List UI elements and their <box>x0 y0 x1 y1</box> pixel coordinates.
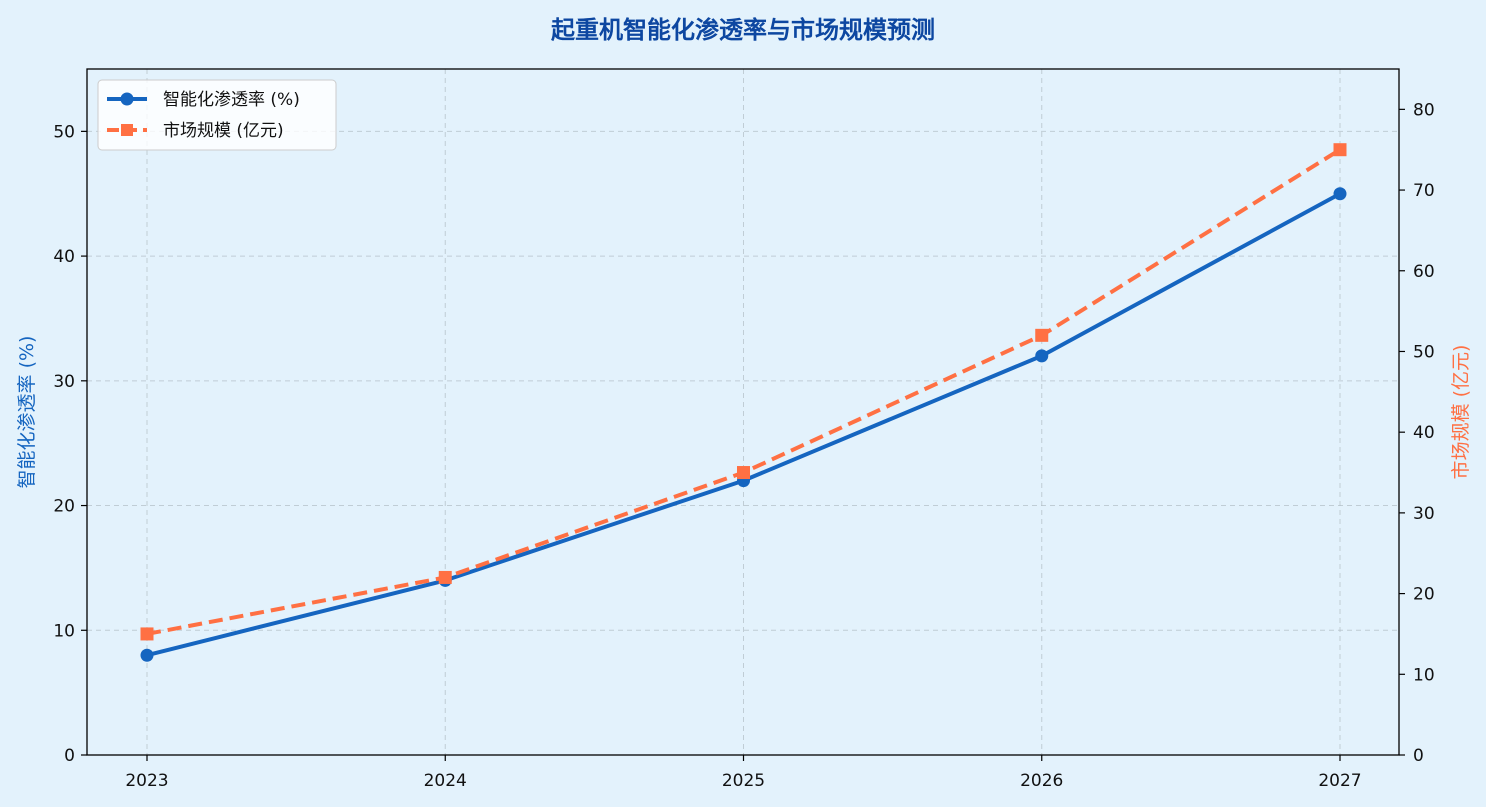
y-right-tick-label: 30 <box>1413 504 1435 524</box>
series-marker-0 <box>1333 187 1347 201</box>
y-right-tick-label: 0 <box>1413 746 1424 766</box>
y-right-tick-label: 80 <box>1413 100 1435 120</box>
y-left-tick-label: 30 <box>53 372 75 392</box>
y-right-tick-label: 20 <box>1413 585 1435 605</box>
x-tick-label: 2027 <box>1318 771 1361 791</box>
y-left-tick-label: 40 <box>53 247 75 267</box>
series-marker-1 <box>737 466 750 480</box>
legend: 智能化渗透率 (%) 市场规模 (亿元) <box>97 79 337 151</box>
series-marker-0 <box>1035 349 1049 363</box>
axis-layer: 2023 2024 2025 2026 2027 0 10 20 30 40 50 0 10 20 30 40… <box>53 100 1434 791</box>
legend-label-penetration: 智能化渗透率 (%) <box>163 90 300 110</box>
legend-marker-penetration <box>120 92 134 106</box>
y-right-tick-label: 70 <box>1413 181 1435 201</box>
legend-marker-market-size <box>121 124 133 136</box>
y-left-tick-label: 10 <box>53 621 75 641</box>
y-right-tick-label: 50 <box>1413 342 1435 362</box>
series-marker-1 <box>438 570 452 584</box>
x-tick-label: 2026 <box>1020 771 1063 791</box>
legend-box <box>97 79 337 151</box>
y-left-tick-label: 50 <box>53 122 75 142</box>
y-left-tick-label: 20 <box>53 497 75 517</box>
chart-title: 起重机智能化渗透率与市场规模预测 <box>550 16 935 44</box>
x-tick-label: 2025 <box>722 771 765 791</box>
x-tick-label: 2023 <box>125 771 168 791</box>
y-right-axis-title: 市场规模 (亿元) <box>1450 345 1472 480</box>
series-layer <box>140 143 1347 662</box>
series-marker-1 <box>1035 328 1049 342</box>
series-marker-0 <box>140 648 154 662</box>
y-left-axis-title: 智能化渗透率 (%) <box>16 336 38 489</box>
y-right-tick-label: 10 <box>1413 665 1435 685</box>
y-right-tick-label: 60 <box>1413 262 1435 282</box>
y-left-tick-label: 0 <box>64 746 75 766</box>
series-marker-1 <box>1333 143 1347 157</box>
y-right-tick-label: 40 <box>1413 423 1435 443</box>
x-tick-label: 2024 <box>424 771 467 791</box>
legend-label-market-size: 市场规模 (亿元) <box>163 121 284 141</box>
series-marker-1 <box>140 627 154 641</box>
